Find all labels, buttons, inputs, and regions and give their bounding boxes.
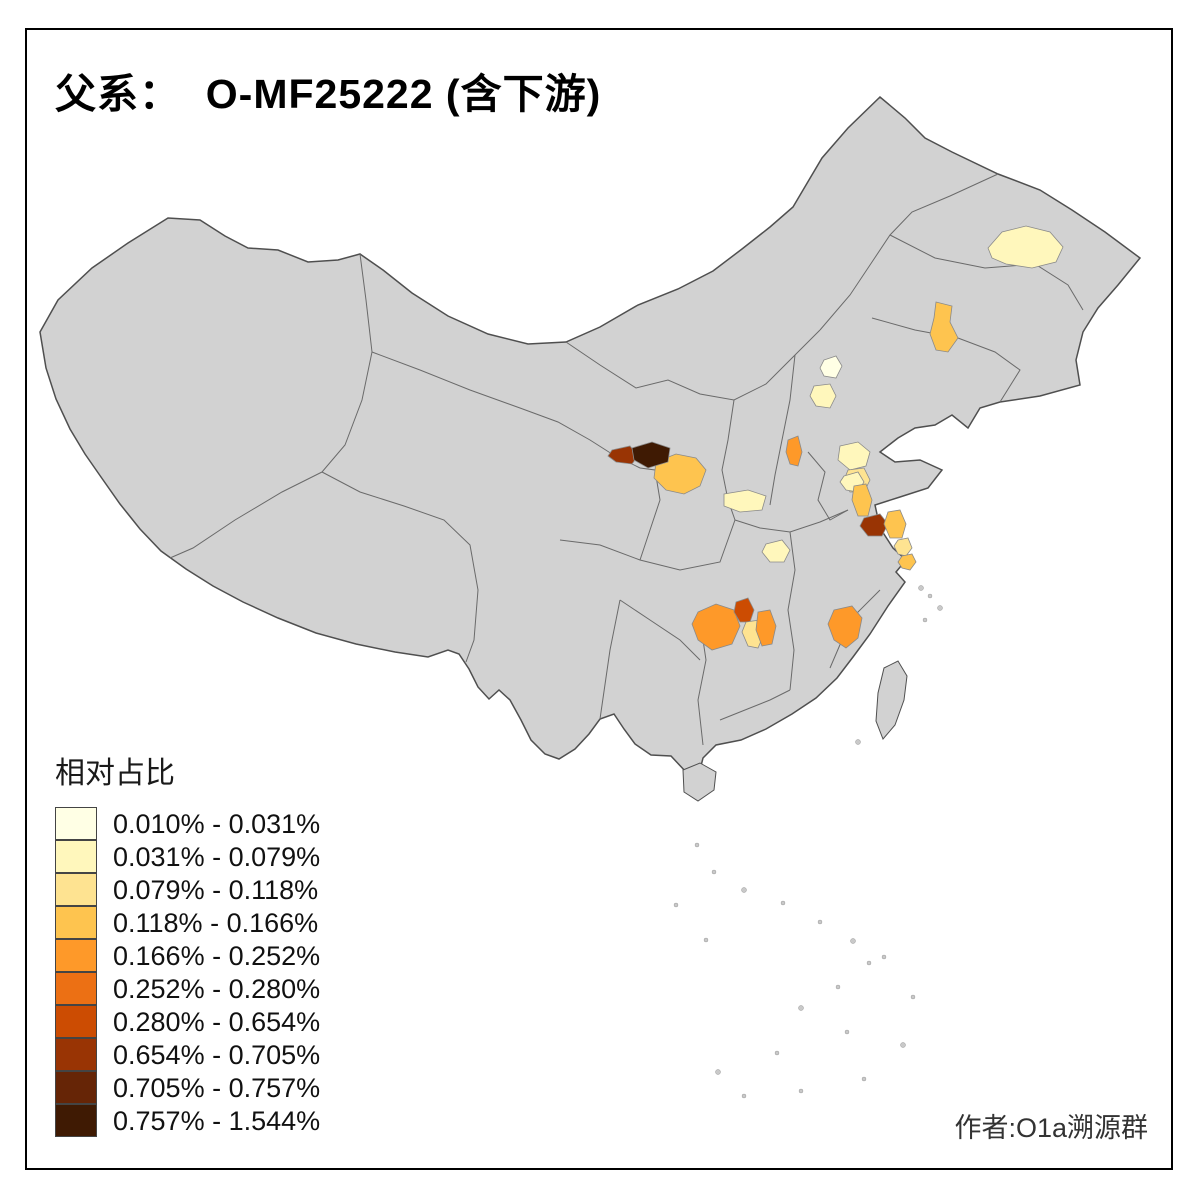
province-border	[871, 317, 1021, 403]
colored-prefectures	[607, 225, 1064, 651]
legend-item: 0.079% - 0.118%	[55, 873, 320, 907]
province-border	[599, 599, 621, 720]
legend-item: 0.252% - 0.280%	[55, 972, 321, 1006]
province-border	[321, 471, 479, 663]
legend-label: 0.280% - 0.654%	[113, 1007, 321, 1037]
legend-label: 0.654% - 0.705%	[113, 1040, 321, 1070]
legend-label: 0.166% - 0.252%	[113, 941, 321, 971]
legend: 相对占比 0.010% - 0.031% 0.031% - 0.079% 0.0…	[55, 748, 320, 1138]
legend-item: 0.031% - 0.079%	[55, 840, 321, 874]
colored-prefecture-region	[987, 225, 1064, 269]
province-border	[619, 599, 701, 661]
legend-item: 0.757% - 1.544%	[55, 1104, 321, 1138]
colored-prefecture-region	[691, 603, 741, 651]
legend-item: 0.118% - 0.166%	[55, 906, 320, 940]
province-border	[169, 471, 323, 559]
legend-swatch	[55, 807, 97, 840]
colored-prefecture-region	[755, 609, 777, 647]
colored-prefecture-region	[785, 435, 803, 467]
legend-label: 0.010% - 0.031%	[113, 809, 321, 839]
legend-swatch	[55, 972, 97, 1005]
legend-label: 0.118% - 0.166%	[113, 908, 319, 938]
legend-label: 0.031% - 0.079%	[113, 842, 321, 872]
colored-prefecture-region	[837, 441, 871, 471]
legend-swatch	[55, 906, 97, 939]
colored-prefecture-region	[929, 301, 959, 353]
legend-item: 0.010% - 0.031%	[55, 807, 321, 841]
small-islands	[673, 585, 943, 1099]
colored-prefecture-region	[819, 355, 843, 379]
legend-swatch	[55, 840, 97, 873]
colored-prefecture-region	[723, 489, 767, 513]
legend-item: 0.280% - 0.654%	[55, 1005, 321, 1039]
colored-prefecture-region	[809, 383, 837, 409]
taiwan-island	[875, 660, 908, 740]
legend-swatch	[55, 1104, 97, 1137]
legend-title: 相对占比	[55, 757, 175, 790]
legend-swatch	[55, 1005, 97, 1038]
legend-swatch	[55, 873, 97, 906]
colored-prefecture-region	[859, 513, 889, 537]
province-border	[889, 234, 1084, 311]
province-border	[807, 451, 849, 521]
colored-prefecture-region	[897, 553, 917, 571]
colored-prefecture-region	[851, 483, 873, 517]
province-border	[719, 689, 791, 721]
legend-label: 0.079% - 0.118%	[113, 875, 319, 905]
province-border	[769, 354, 796, 506]
colored-prefecture-region	[631, 441, 671, 469]
colored-prefecture-region	[761, 539, 791, 563]
legend-item: 0.705% - 0.757%	[55, 1071, 321, 1105]
province-border	[639, 467, 661, 561]
legend-item: 0.654% - 0.705%	[55, 1038, 321, 1072]
legend-item: 0.166% - 0.252%	[55, 939, 321, 973]
province-border	[559, 519, 736, 571]
province-border	[787, 531, 796, 691]
colored-prefecture-region	[827, 605, 863, 649]
colored-prefecture-region	[607, 445, 639, 465]
province-border	[565, 329, 821, 401]
colored-prefecture-region	[883, 509, 907, 539]
legend-swatch	[55, 1038, 97, 1071]
legend-label: 0.252% - 0.280%	[113, 974, 321, 1004]
legend-swatch	[55, 939, 97, 972]
hainan-island	[682, 762, 717, 802]
legend-label: 0.757% - 1.544%	[113, 1106, 321, 1136]
legend-label: 0.705% - 0.757%	[113, 1073, 321, 1103]
province-border	[371, 351, 641, 469]
colored-prefecture-region	[653, 453, 707, 495]
author-credit: 作者:O1a溯源群	[954, 1113, 1148, 1143]
page-title: 父系： O-MF25222 (含下游)	[55, 71, 602, 117]
province-border	[321, 253, 373, 473]
legend-swatch	[55, 1071, 97, 1104]
